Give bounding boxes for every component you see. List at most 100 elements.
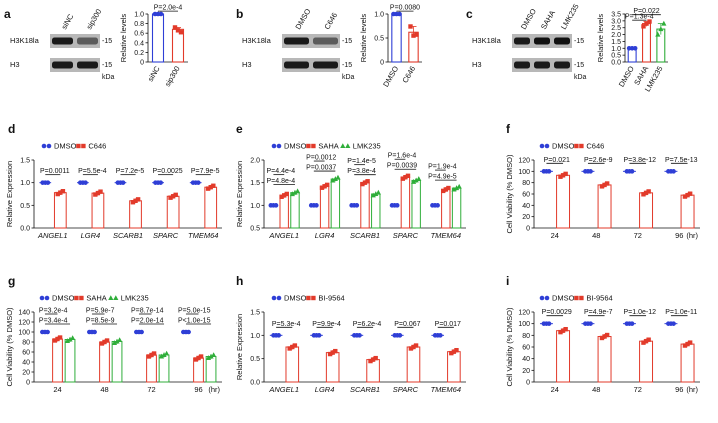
panel-label: d [8, 122, 15, 136]
blot-row-label: H3K18la [472, 36, 502, 45]
legend-marker [544, 143, 550, 149]
mw-marker: -15 [342, 62, 352, 69]
p-value-label: P=4.9e-5 [428, 174, 457, 181]
y-axis-label: Relative Expression [235, 161, 244, 227]
data-point [604, 181, 610, 186]
y-tick-label: 80 [522, 180, 530, 187]
y-tick-label: 0.0 [20, 226, 30, 233]
x-tick-label: 72 [147, 385, 155, 394]
data-point [410, 179, 417, 184]
legend-marker [108, 295, 114, 300]
data-point [135, 197, 141, 202]
y-tick-label: 60 [522, 345, 530, 352]
p-value-label: P=1.4e-5 [347, 158, 376, 165]
bar [285, 346, 300, 383]
lane-label: LMK235 [559, 2, 581, 31]
data-point [193, 357, 199, 362]
data-point [332, 176, 338, 182]
x-tick-label: ANGEL1 [268, 231, 299, 240]
p-value-label: P=8.7e-14 [131, 308, 164, 315]
data-point [327, 351, 333, 357]
p-value-label: P=5.3e-4 [272, 321, 301, 328]
legend-marker [574, 295, 579, 301]
data-point [52, 338, 58, 343]
data-point [397, 11, 402, 17]
data-point [316, 333, 322, 338]
data-point [563, 171, 568, 177]
legend-marker [271, 295, 277, 301]
data-point [658, 26, 664, 32]
kda-label: kDa [574, 74, 587, 81]
data-point [64, 338, 71, 343]
y-tick-label: 0.0 [250, 380, 260, 387]
data-point [394, 203, 400, 208]
data-point [641, 340, 646, 345]
p-value-label: P=7.2e-5 [116, 168, 145, 175]
data-point [161, 352, 167, 357]
blot-band [52, 61, 73, 69]
legend-marker [81, 143, 86, 149]
y-tick-label: 80 [522, 333, 530, 340]
p-value-label: P=4.8e-4 [267, 178, 296, 185]
data-point [687, 191, 693, 196]
x-tick-label: SCARB1 [350, 385, 380, 394]
data-point [563, 326, 568, 332]
x-tick-label: sip300 [163, 65, 182, 89]
y-tick-label: 0 [26, 380, 30, 387]
x-tick-label: 96 [194, 385, 202, 394]
data-point [92, 329, 97, 335]
x-tick-label: 24 [551, 385, 559, 394]
data-point [114, 338, 120, 344]
p-value-label: P=7.9e-5 [191, 168, 220, 175]
y-tick-label: 1.0 [134, 12, 144, 19]
data-point [671, 321, 676, 326]
x-tick-label: 24 [551, 231, 559, 240]
p-value-label: P=0.017 [435, 321, 461, 328]
y-tick-label: 20 [522, 214, 530, 221]
data-point [149, 352, 154, 358]
bar [158, 354, 170, 383]
x-unit-label: (hr) [686, 231, 698, 240]
bar [680, 343, 695, 383]
y-tick-label: 40 [522, 356, 530, 363]
western-blot-b: DMSO C646 H3K18la -15 H3 -15 kDa b [236, 7, 355, 81]
legend-marker [276, 295, 282, 301]
data-point [373, 355, 378, 361]
data-point [643, 338, 649, 344]
data-point [55, 191, 60, 197]
y-tick-label: 2.0 [611, 32, 621, 39]
data-point [685, 341, 690, 347]
legend-marker [306, 295, 311, 301]
x-tick-label: 48 [592, 385, 600, 394]
data-point [643, 190, 649, 196]
bar [290, 192, 300, 229]
data-point [111, 340, 118, 345]
mw-marker: -15 [574, 62, 584, 69]
p-value-label: P=7.5e-13 [665, 157, 698, 164]
data-point [632, 45, 638, 51]
y-tick-label: 1.5 [611, 39, 621, 46]
western-blot-c: DMSO SAHA LMK235 H3K18la -15 H3 -15 kDa c [466, 2, 587, 81]
lane-label: sip300 [84, 7, 103, 31]
p-value-label: P<1.0e-15 [178, 318, 211, 325]
x-tick-label: SCARB1 [350, 231, 380, 240]
bar [204, 186, 218, 229]
bar [319, 185, 330, 229]
chart-g: 0 20 40 60 80 100 120 140 Cell Viability (% DMSO… [5, 274, 222, 394]
legend-entry: DMSO [52, 294, 75, 303]
p-value-label: P=0.022 [633, 8, 659, 15]
data-point [95, 190, 101, 196]
bar [411, 179, 421, 229]
lane-label: siNC [59, 12, 75, 31]
data-point [546, 321, 552, 326]
kda-label: kDa [102, 74, 115, 81]
p-value-label: P=0.067 [394, 321, 420, 328]
data-point [325, 182, 330, 188]
data-point [438, 333, 443, 338]
bar [400, 176, 411, 229]
y-tick-label: 1.0 [611, 46, 621, 53]
y-tick-label: 20 [22, 370, 30, 377]
blot-row-label: H3 [242, 60, 252, 69]
bar [129, 200, 142, 229]
data-point [292, 189, 298, 195]
